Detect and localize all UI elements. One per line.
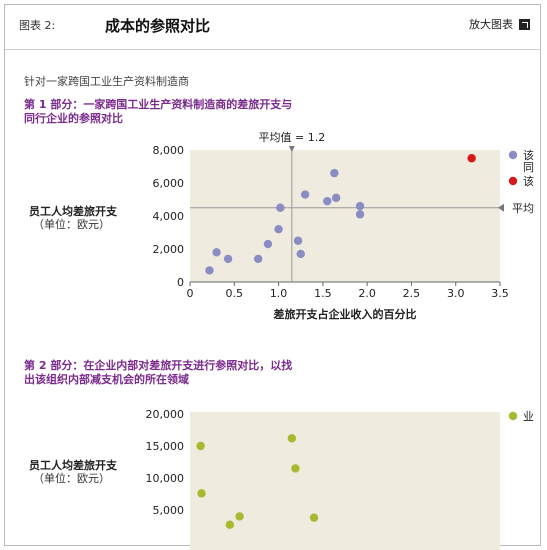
- average-y-marker: [498, 203, 504, 212]
- plot-area-2: [190, 412, 500, 550]
- section2-title-line1: 第 2 部分：在企业内部对差旅开支进行参照对比，以找: [24, 359, 293, 372]
- average-x-marker: [288, 146, 295, 152]
- peer-point: [330, 168, 339, 178]
- legend-peer-marker: [508, 150, 518, 160]
- x-tick-label-1: 2.0: [358, 287, 376, 300]
- peer-point: [263, 239, 273, 249]
- legend-text: 同: [523, 161, 534, 174]
- y-tick-label-1: 8,000: [153, 144, 185, 157]
- legend-company-marker: [508, 176, 518, 186]
- x-tick-label-1: 2.5: [403, 287, 421, 300]
- y-tick-label-2: 10,000: [146, 472, 185, 485]
- peer-point: [212, 248, 221, 257]
- peer-point: [355, 201, 365, 211]
- chart-subtitle: 针对一家跨国工业生产资料制造商: [24, 75, 189, 88]
- x-tick-label-1: 1.0: [270, 287, 288, 300]
- y-tick-label-1: 2,000: [153, 243, 185, 256]
- figure-label: 图表 2:: [19, 19, 56, 32]
- peer-point: [223, 254, 233, 264]
- enlarge-chart-label: 放大图表: [469, 18, 513, 31]
- y-tick-label-2: 15,000: [146, 440, 185, 453]
- unit-point: [309, 513, 319, 522]
- figure-header: 图表 2: 成本的参照对比 放大图表: [5, 5, 540, 50]
- plot-area-1: [190, 150, 500, 282]
- x-tick-label-1: 1.5: [314, 287, 332, 300]
- legend-text: 业: [523, 410, 534, 423]
- y-axis-unit-1: （单位：欧元）: [33, 217, 110, 231]
- y-axis-unit-2: （单位：欧元）: [33, 471, 110, 485]
- section1-title-line1: 第 1 部分：一家跨国工业生产资料制造商的差旅开支与: [24, 98, 293, 111]
- x-tick-label-1: 3.0: [447, 287, 465, 300]
- peer-point: [300, 190, 310, 199]
- x-axis-title-1: 差旅开支占企业收入的百分比: [274, 307, 417, 321]
- legend-text: 该: [523, 174, 534, 188]
- enlarge-chart-button[interactable]: 放大图表: [469, 16, 530, 32]
- x-tick-label-1: 0: [187, 287, 194, 300]
- unit-point: [197, 489, 206, 498]
- peer-point: [323, 196, 332, 206]
- average-y-label: 平均: [512, 202, 534, 215]
- x-tick-label-1: 3.5: [491, 287, 509, 300]
- unit-point: [287, 434, 297, 443]
- peer-point: [274, 225, 283, 234]
- peer-point: [276, 203, 285, 212]
- peer-point: [296, 249, 305, 259]
- page-title: 成本的参照对比: [105, 17, 211, 35]
- legend-unit-marker: [508, 411, 518, 421]
- section2-title-line2: 出该组织内部减支机会的所在领域: [24, 373, 189, 386]
- unit-point: [235, 512, 244, 521]
- peer-point: [293, 236, 303, 245]
- unit-point: [196, 441, 205, 451]
- legend-text: 该: [523, 148, 534, 162]
- peer-point: [355, 210, 365, 219]
- unit-point: [225, 520, 235, 529]
- y-tick-label-1: 6,000: [153, 177, 185, 190]
- x-tick-label-1: 0.5: [226, 287, 244, 300]
- y-tick-label-2: 20,000: [146, 408, 185, 421]
- section2-title: 第 2 部分：在企业内部对差旅开支进行参照对比，以找 出该组织内部减支机会的所在…: [24, 359, 292, 387]
- company-point: [467, 154, 476, 163]
- y-tick-label-1: 4,000: [153, 210, 185, 223]
- peer-point: [254, 254, 263, 264]
- peer-point: [205, 266, 214, 275]
- section1-title: 第 1 部分：一家跨国工业生产资料制造商的差旅开支与 同行企业的参照对比: [24, 98, 292, 126]
- average-x-label: 平均值 = 1.2: [258, 131, 325, 144]
- expand-icon: [519, 18, 530, 30]
- peer-point: [331, 193, 341, 203]
- unit-point: [291, 464, 300, 473]
- y-axis-title-2: 员工人均差旅开支: [29, 458, 118, 472]
- y-tick-label-1: 0: [177, 276, 184, 289]
- y-axis-title-1: 员工人均差旅开支: [29, 204, 118, 218]
- section1-title-line2: 同行企业的参照对比: [24, 112, 123, 125]
- y-tick-label-2: 5,000: [153, 504, 185, 517]
